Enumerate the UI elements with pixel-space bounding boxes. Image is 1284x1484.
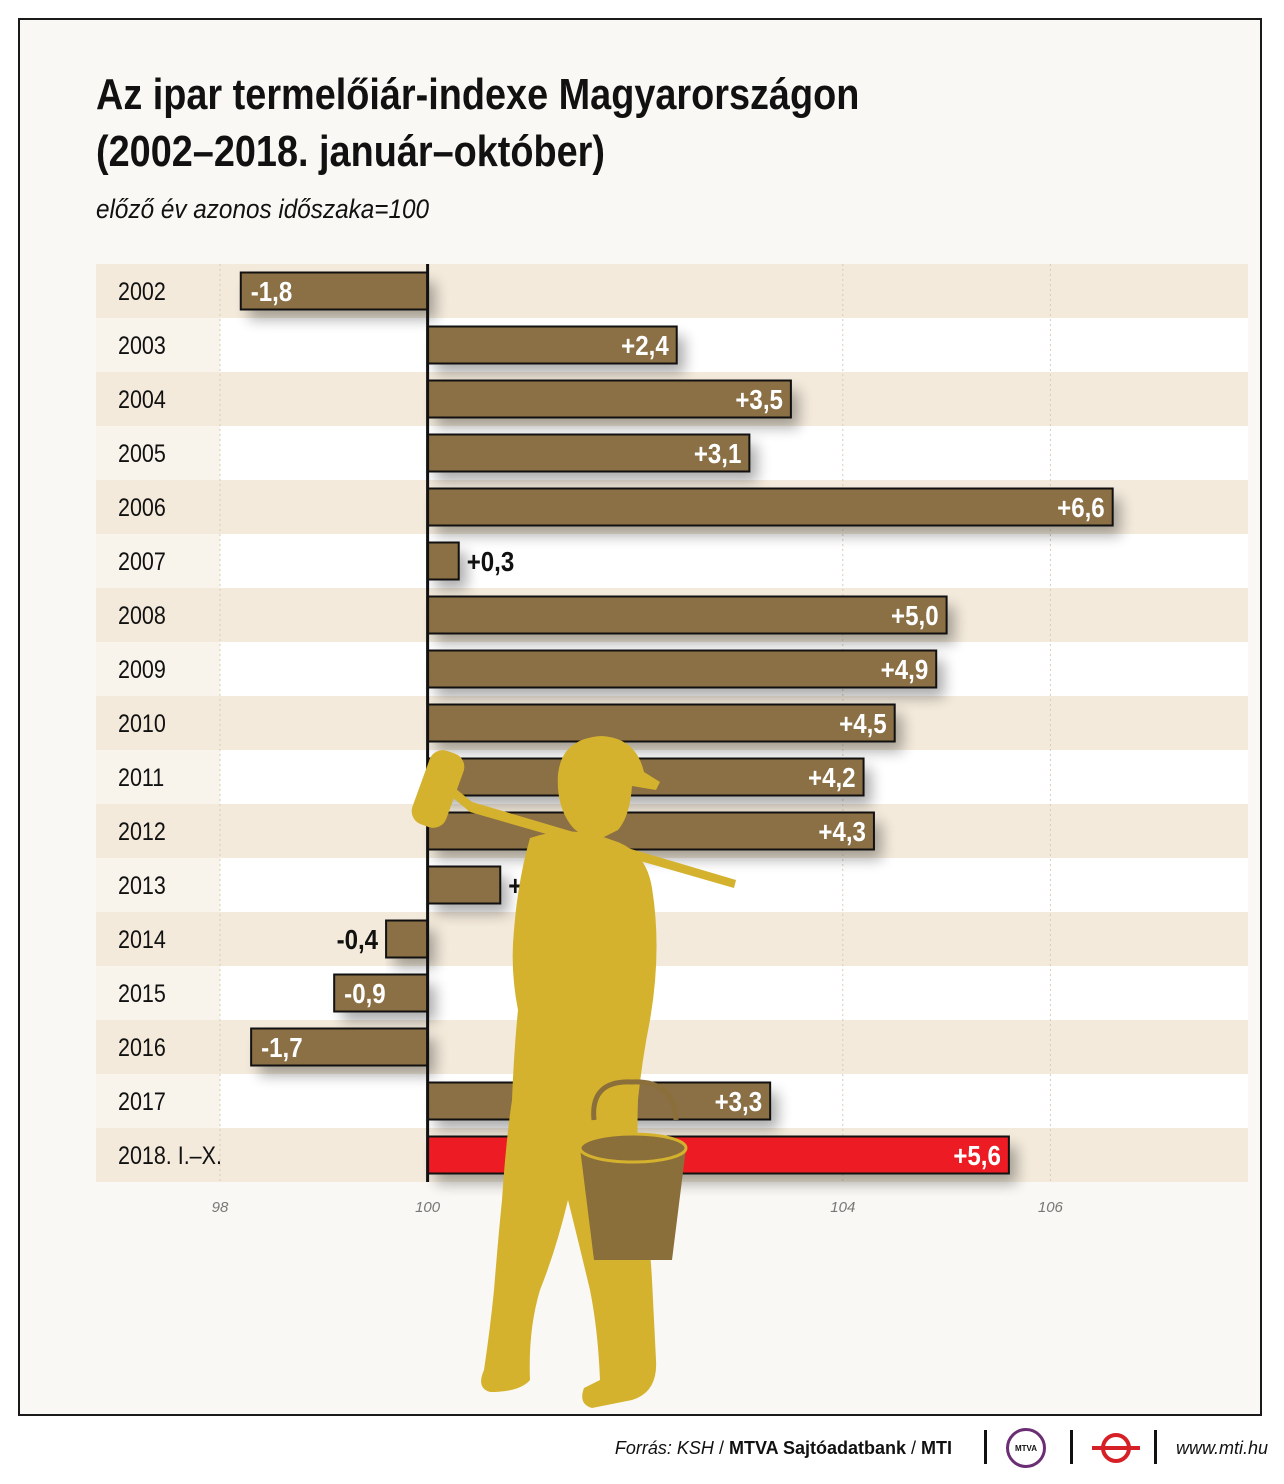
bar	[239, 271, 429, 311]
data-label: +4,3	[818, 815, 866, 847]
footer: Forrás: KSH / MTVA Sajtóadatbank / MTI M…	[0, 1428, 1284, 1468]
data-label: +5,0	[891, 599, 939, 631]
category-labels: 2002 2003 2004 2005 2006 2007 2008 2009 2010 2011…	[118, 277, 222, 1169]
bucket-handle	[591, 1079, 679, 1121]
data-label: +5,6	[953, 1139, 1001, 1171]
data-label: -1,7	[261, 1031, 302, 1063]
category-label: 2018. I.–X.	[118, 1141, 222, 1169]
row-label-background	[96, 1074, 220, 1128]
bucket-rim	[578, 1132, 688, 1164]
data-label: +2,4	[621, 329, 669, 361]
worker-body	[481, 831, 657, 1408]
category-label: 2003	[118, 331, 166, 359]
row-background	[96, 912, 1248, 966]
website-link[interactable]: www.mti.hu	[1176, 1438, 1269, 1458]
category-label: 2017	[118, 1087, 166, 1115]
bar	[426, 703, 896, 743]
footer-divider-3	[1154, 1430, 1157, 1464]
mti-logo-icon	[1092, 1433, 1140, 1463]
footer-divider-1	[984, 1430, 987, 1464]
data-label: +4,2	[808, 761, 856, 793]
category-label: 2004	[118, 385, 166, 413]
category-label: 2014	[118, 925, 166, 953]
row-label-background	[96, 318, 220, 372]
agency-text: MTI	[921, 1438, 952, 1458]
source-credit: Forrás: KSH / MTVA Sajtóadatbank / MTI	[615, 1438, 952, 1459]
category-label: 2011	[118, 763, 164, 791]
x-tick-label: 104	[830, 1199, 855, 1216]
category-label: 2013	[118, 871, 166, 899]
row-label-background	[96, 642, 220, 696]
chart-title-line-1: Az ipar termelőiár-indexe Magyarországon	[96, 70, 860, 119]
category-label: 2002	[118, 277, 166, 305]
chart-subtitle: előző év azonos időszaka=100	[96, 194, 430, 224]
row-label-background	[96, 966, 220, 1020]
row-background	[96, 966, 1248, 1020]
row-background	[96, 534, 1248, 588]
category-label: 2008	[118, 601, 166, 629]
x-tick-labels: 98 100 104 106	[212, 1199, 1064, 1216]
data-label: +0,3	[467, 545, 515, 577]
data-label: +4,9	[881, 653, 929, 685]
bar	[426, 433, 751, 473]
source-separator-1: /	[713, 1438, 729, 1458]
category-label: 2009	[118, 655, 166, 683]
footer-divider-2	[1070, 1430, 1073, 1464]
row-label-background	[96, 426, 220, 480]
credit-text: MTVA Sajtóadatbank	[728, 1438, 906, 1458]
bar	[426, 649, 938, 689]
data-label: +6,6	[1057, 491, 1105, 523]
data-label: -1,8	[251, 275, 292, 307]
roller-handle	[446, 784, 736, 888]
bar	[333, 973, 429, 1013]
worker-silhouette-illustration	[411, 736, 736, 1408]
bar	[385, 919, 429, 959]
worker-head	[557, 736, 660, 839]
bars	[239, 271, 1114, 1175]
row-label-background	[96, 534, 220, 588]
x-tick-label: 100	[415, 1199, 441, 1216]
category-label: 2005	[118, 439, 166, 467]
bar	[426, 595, 948, 635]
category-label: 2012	[118, 817, 166, 845]
category-label: 2007	[118, 547, 166, 575]
source-text: Forrás: KSH	[614, 1438, 714, 1458]
bucket	[580, 1148, 686, 1260]
mtva-logo-text: MTVA	[1014, 1444, 1038, 1453]
category-label: 2010	[118, 709, 166, 737]
bar	[426, 325, 678, 365]
data-label: -0,9	[344, 977, 385, 1009]
row-label-background	[96, 858, 220, 912]
category-label: 2016	[118, 1033, 166, 1061]
data-label: +3,5	[735, 383, 783, 415]
worker-arm	[576, 846, 642, 1068]
x-tick-label: 98	[212, 1199, 229, 1216]
data-label: +4,5	[839, 707, 887, 739]
bar	[426, 757, 865, 797]
chart-title-line-2: (2002–2018. január–október)	[96, 127, 605, 176]
x-tick-label: 106	[1038, 1199, 1064, 1216]
row-label-background	[96, 750, 220, 804]
roller-head	[411, 750, 465, 828]
data-label: -0,4	[337, 923, 379, 955]
category-label: 2015	[118, 979, 166, 1007]
chart-title: Az ipar termelőiár-indexe Magyarországon…	[96, 66, 859, 180]
bar	[426, 487, 1114, 527]
bar	[426, 541, 460, 581]
source-separator-2: /	[905, 1438, 921, 1458]
category-label: 2006	[118, 493, 166, 521]
data-label: +3,3	[715, 1085, 763, 1117]
mtva-logo-icon: MTVA	[1006, 1428, 1046, 1468]
data-label: +3,1	[694, 437, 742, 469]
